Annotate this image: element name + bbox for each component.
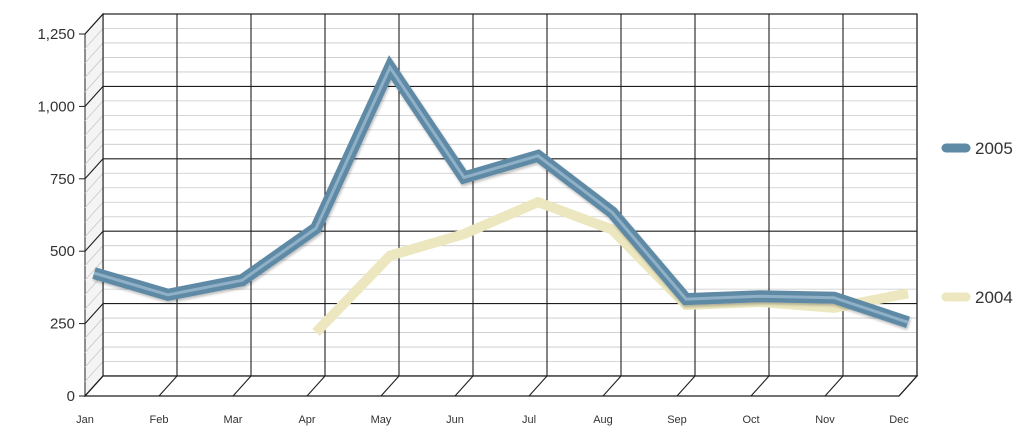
floor-depth-line xyxy=(528,375,548,397)
floor-depth-line xyxy=(602,375,622,397)
minor-gridline-side xyxy=(84,346,104,368)
y-tick-label: 1,250 xyxy=(37,26,75,43)
plot-area xyxy=(102,13,918,377)
minor-gridline-side xyxy=(84,28,104,49)
minor-gridline-side xyxy=(84,100,104,122)
x-tick-label: Jun xyxy=(446,414,464,426)
minor-gridline-side xyxy=(84,115,104,136)
floor-depth-line xyxy=(676,375,696,397)
legend: 2005 2004 xyxy=(941,139,1013,307)
x-tick-label: Mar xyxy=(224,414,243,426)
major-gridline-side xyxy=(84,86,104,107)
x-tick-label: Nov xyxy=(815,414,835,426)
floor-depth-line xyxy=(380,375,400,397)
minor-gridline-side xyxy=(84,144,104,165)
minor-gridline-side xyxy=(84,288,104,310)
y-tick-label: 1,000 xyxy=(37,98,75,115)
floor-depth-line xyxy=(898,375,918,397)
legend-label: 2004 xyxy=(975,288,1013,307)
minor-gridline-side xyxy=(84,201,104,223)
x-tick-label: Jul xyxy=(522,414,536,426)
minor-gridline-side xyxy=(84,57,104,78)
minor-gridline-side xyxy=(84,42,104,64)
series-2005 xyxy=(92,55,910,328)
x-tick-label: Dec xyxy=(889,414,909,426)
legend-label: 2005 xyxy=(975,139,1013,158)
floor-depth-line xyxy=(158,375,178,397)
minor-gridlines xyxy=(84,28,917,382)
minor-gridline-side xyxy=(84,245,104,266)
floor-plane xyxy=(83,375,919,397)
floor-depth-line xyxy=(232,375,252,397)
floor-depth-line xyxy=(84,375,104,397)
major-gridline-side xyxy=(84,13,104,35)
y-tick-label: 0 xyxy=(67,388,75,405)
x-tick-label: Jan xyxy=(76,414,94,426)
major-gridline-side xyxy=(84,158,104,180)
major-gridline-side xyxy=(84,303,104,324)
floor-depth-line xyxy=(454,375,474,397)
y-tick-label: 750 xyxy=(50,171,75,188)
x-tick-label: Oct xyxy=(742,414,759,426)
y-axis-ticks: 0 250 500 750 1,000 1,250 xyxy=(37,26,85,405)
minor-gridline-side xyxy=(84,361,104,382)
minor-gridline-side xyxy=(84,317,104,339)
x-tick-label: May xyxy=(371,414,392,426)
floor-depth-line xyxy=(824,375,844,397)
minor-gridline-side xyxy=(84,173,104,194)
x-axis-ticks: Jan Feb Mar Apr May Jun Jul Aug Sep Oct Nov Dec xyxy=(76,414,909,426)
minor-gridline-side xyxy=(84,259,104,281)
minor-gridline-side xyxy=(84,332,104,353)
chart-floor xyxy=(83,375,919,397)
minor-gridline-side xyxy=(84,187,104,209)
x-tick-label: Sep xyxy=(667,414,687,426)
x-tick-label: Aug xyxy=(593,414,613,426)
plot-back-wall xyxy=(84,12,918,398)
major-gridlines xyxy=(84,13,918,397)
floor-depth-line xyxy=(306,375,326,397)
series-2004 xyxy=(312,196,909,336)
series-lines xyxy=(92,55,910,336)
minor-gridline-side xyxy=(84,216,104,237)
floor-depth-line xyxy=(750,375,770,397)
series-line-2004 xyxy=(312,196,909,336)
x-tick-label: Apr xyxy=(298,414,315,426)
y-tick-label: 500 xyxy=(50,243,75,260)
x-tick-label: Feb xyxy=(150,414,169,426)
y-tick-label: 250 xyxy=(50,316,75,333)
series-highlight-2005 xyxy=(93,64,909,324)
minor-gridline-side xyxy=(84,129,104,151)
minor-gridline-side xyxy=(84,71,104,93)
major-gridline-side xyxy=(84,230,104,252)
